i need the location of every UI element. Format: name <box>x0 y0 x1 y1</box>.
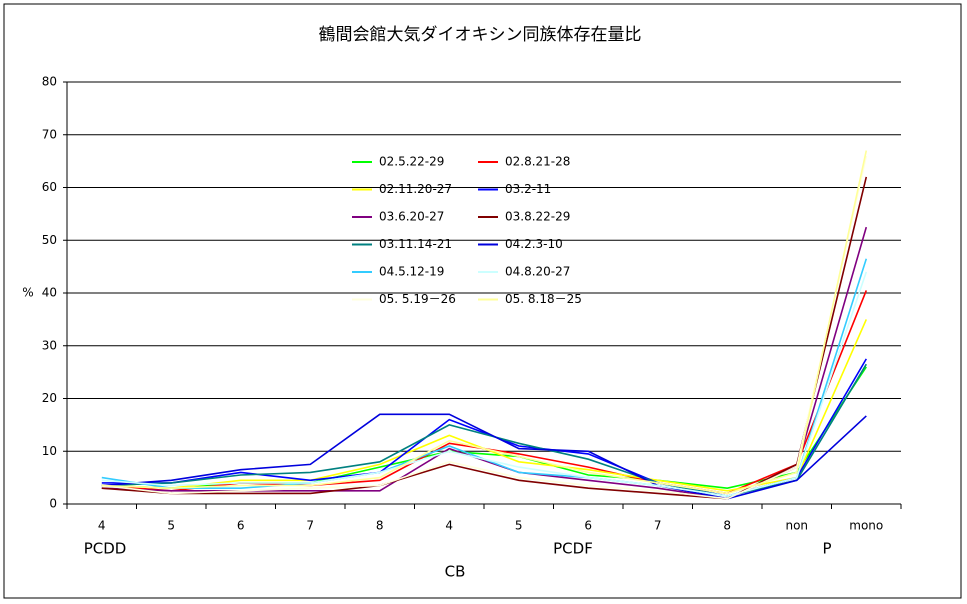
x-tick-label: 8 <box>376 519 384 533</box>
legend-label: 04.2.3-10 <box>505 237 563 251</box>
legend-label: 02.11.20-27 <box>379 182 452 196</box>
legend-label: 03.8.22-29 <box>505 210 570 224</box>
legend-label: 03.11.14-21 <box>379 237 452 251</box>
x-tick-label: non <box>785 519 808 533</box>
y-tick-label: 10 <box>42 444 57 458</box>
x-axis-label: CB <box>445 563 466 581</box>
y-tick-label: 80 <box>42 75 57 89</box>
x-tick-label: 6 <box>584 519 592 533</box>
series-line <box>101 413 867 500</box>
x-tick-label: 5 <box>515 519 523 533</box>
chart-title: 鶴間会館大気ダイオキシン同族体存在量比 <box>319 25 642 45</box>
series-line <box>101 155 868 500</box>
x-tick-label: mono <box>849 519 883 533</box>
y-tick-label: 70 <box>42 127 57 141</box>
y-tick-label: 40 <box>42 286 57 300</box>
category-group-label: PCDF <box>553 540 593 558</box>
legend-label: 02.8.21-28 <box>505 155 570 169</box>
category-group-label: PCDD <box>84 540 127 558</box>
y-tick-label: 0 <box>49 497 57 511</box>
category-group-label: P <box>822 540 831 558</box>
x-tick-label: 4 <box>98 519 106 533</box>
legend-label: 03.6.20-27 <box>379 210 444 224</box>
x-tick-label: 6 <box>237 519 245 533</box>
x-tick-label: 7 <box>306 519 314 533</box>
legend-label: 04.5.12-19 <box>379 265 444 279</box>
y-tick-label: 60 <box>42 180 57 194</box>
chart-border <box>3 3 962 599</box>
series-line <box>101 150 868 495</box>
y-tick-label: 50 <box>42 233 57 247</box>
legend-label: 02.5.22-29 <box>379 155 444 169</box>
legend-label: 03.2-11 <box>505 182 551 196</box>
legend-label: 04.8.20-27 <box>505 265 570 279</box>
legend-label: 05. 5.19－26 <box>379 292 456 306</box>
x-tick-label: 7 <box>654 519 662 533</box>
x-tick-label: 8 <box>723 519 731 533</box>
y-tick-label: 20 <box>42 391 57 405</box>
x-tick-label: 4 <box>445 519 453 533</box>
y-tick-label: 30 <box>42 338 57 352</box>
x-tick-label: 5 <box>167 519 175 533</box>
y-axis-label: % <box>22 286 33 300</box>
legend-label: 05. 8.18－25 <box>505 292 582 306</box>
